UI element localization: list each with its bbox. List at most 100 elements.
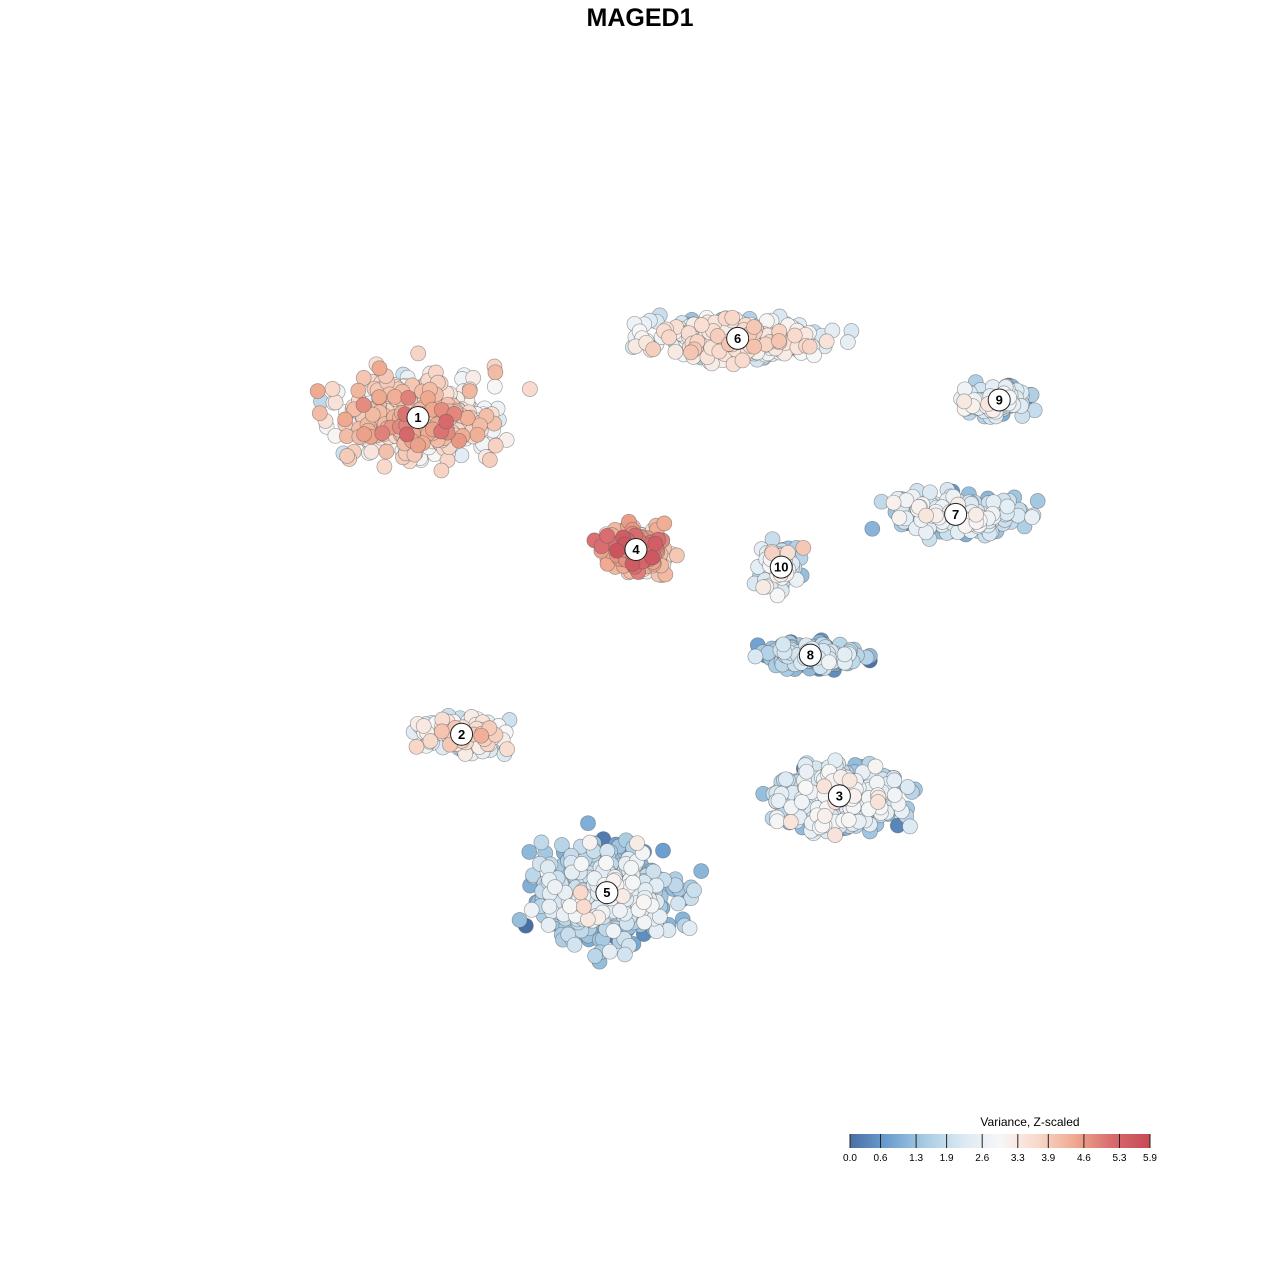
cell-point <box>587 948 603 964</box>
cluster-label-text: 8 <box>807 648 814 663</box>
cell-point <box>376 458 393 475</box>
cell-point <box>681 920 698 937</box>
colorbar-tick-label: 0.0 <box>843 1153 857 1164</box>
cell-point <box>755 579 772 596</box>
cell-point <box>371 389 388 405</box>
cell-point <box>746 338 762 355</box>
cell-point <box>840 334 856 350</box>
cell-point <box>651 908 668 925</box>
cell-point <box>541 898 558 915</box>
cell-point <box>386 388 403 405</box>
cell-point <box>797 779 814 796</box>
cell-point <box>356 426 372 443</box>
cell-point <box>324 381 341 397</box>
cluster-label-6: 6 <box>726 326 750 350</box>
cell-point <box>355 397 372 413</box>
cell-point <box>902 818 918 835</box>
cell-point <box>499 741 515 758</box>
cell-point <box>371 360 388 377</box>
colorbar-ticks: 0.0 0.6 1.3 1.9 2.6 3.3 3.9 4.6 5.3 5.9 <box>843 1134 1157 1164</box>
cell-point <box>461 383 478 399</box>
cell-point <box>547 879 563 895</box>
cell-point <box>918 507 934 524</box>
cluster-label-text: 1 <box>414 410 421 425</box>
cell-point <box>1029 493 1046 509</box>
cell-point <box>775 636 792 653</box>
cell-point <box>399 426 415 443</box>
cluster-label-text: 6 <box>734 331 741 346</box>
cluster-label-3: 3 <box>827 784 851 808</box>
cell-point <box>816 778 833 795</box>
cell-point <box>605 923 622 939</box>
cell-point <box>782 814 799 830</box>
cell-point <box>473 727 490 744</box>
cluster-label-1: 1 <box>406 406 430 430</box>
cell-point <box>999 498 1016 515</box>
cluster-labels: 1 2 3 4 5 6 7 8 9 10 <box>406 326 1011 905</box>
colorbar-tick-label: 5.9 <box>1143 1153 1157 1164</box>
legend-title: Variance, Z-scaled <box>980 1115 1079 1129</box>
cell-point <box>771 333 787 349</box>
cell-point <box>635 894 652 911</box>
colorbar-tick-label: 3.9 <box>1041 1153 1055 1164</box>
cell-point <box>311 405 328 422</box>
cell-point <box>827 827 843 843</box>
cell-point <box>433 723 450 740</box>
cell-point <box>415 718 432 734</box>
cell-point <box>769 813 786 830</box>
cell-point <box>1024 509 1040 526</box>
cell-point <box>623 860 640 876</box>
cell-point <box>469 426 486 443</box>
cell-point <box>598 855 614 871</box>
cell-point <box>617 946 633 963</box>
cell-point <box>410 437 426 454</box>
cell-point <box>486 378 503 395</box>
cell-point <box>337 411 353 428</box>
colorbar-tick-label: 1.9 <box>940 1153 954 1164</box>
cell-point <box>645 341 661 358</box>
cell-point <box>870 794 886 810</box>
cluster-label-text: 9 <box>996 392 1003 407</box>
cell-point <box>374 425 391 442</box>
cell-point <box>885 494 902 511</box>
cell-point <box>487 437 504 454</box>
cell-point <box>422 733 439 749</box>
cell-point <box>667 343 684 360</box>
cell-point <box>840 812 857 828</box>
cluster-label-7: 7 <box>944 502 968 526</box>
cell-point <box>521 844 538 860</box>
cell-point <box>309 383 326 399</box>
chart-title: MAGED1 <box>587 4 694 32</box>
cell-point <box>798 763 815 780</box>
cluster-label-4: 4 <box>624 538 648 562</box>
cell-point <box>816 808 833 824</box>
cell-point <box>487 364 504 381</box>
cell-point <box>644 549 660 566</box>
cell-point <box>891 509 908 526</box>
cluster-label-text: 5 <box>603 885 610 900</box>
cell-point <box>693 863 710 879</box>
cell-point <box>867 758 884 775</box>
cell-point <box>459 410 476 426</box>
cluster-label-9: 9 <box>987 388 1011 412</box>
cluster-label-2: 2 <box>450 722 474 746</box>
cell-point <box>769 587 786 604</box>
cell-point <box>350 382 367 399</box>
cell-point <box>554 837 570 853</box>
cell-point <box>438 413 454 430</box>
cluster-label-text: 7 <box>952 507 959 522</box>
cell-point <box>400 389 417 406</box>
cluster-label-8: 8 <box>798 643 822 667</box>
cell-point <box>609 542 625 559</box>
colorbar-tick-label: 4.6 <box>1077 1153 1091 1164</box>
colorbar-tick-label: 1.3 <box>909 1153 923 1164</box>
cell-point <box>540 917 557 933</box>
cell-point <box>573 856 590 872</box>
cell-point <box>522 381 538 397</box>
cluster-label-text: 2 <box>458 727 465 742</box>
cell-point <box>408 738 425 755</box>
scatter-points <box>309 307 1046 970</box>
cell-point <box>686 882 702 899</box>
cell-point <box>683 344 699 361</box>
cell-point <box>482 452 498 468</box>
